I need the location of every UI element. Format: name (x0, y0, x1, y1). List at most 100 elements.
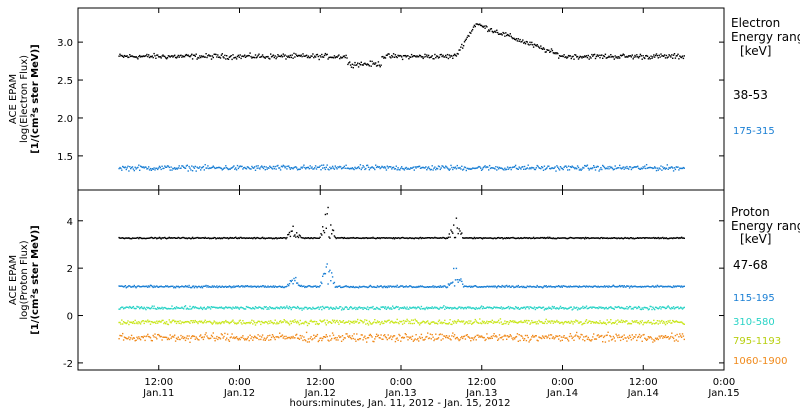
electron-point-175-315 (135, 168, 137, 170)
electron-point-175-315 (672, 167, 674, 169)
proton-point-310-580 (183, 308, 185, 310)
proton-point-795-1193 (240, 321, 242, 324)
electron-point-38-53 (578, 56, 581, 59)
proton-point-795-1193 (372, 322, 374, 324)
electron-point-175-315 (331, 165, 334, 168)
proton-point-115-195 (139, 285, 141, 288)
proton-point-47-68 (331, 233, 333, 235)
proton-point-47-68 (233, 237, 235, 239)
electron-point-38-53 (274, 55, 276, 57)
proton-point-310-580 (174, 308, 177, 310)
proton-point-1060-1900 (226, 337, 228, 339)
electron-point-38-53 (657, 57, 659, 59)
electron-point-38-53 (149, 55, 152, 58)
proton-point-795-1193 (238, 320, 240, 322)
electron-point-38-53 (479, 23, 481, 25)
electron-point-38-53 (270, 56, 273, 58)
proton-point-310-580 (667, 305, 669, 307)
proton-point-115-195 (318, 286, 320, 288)
proton-point-310-580 (266, 308, 268, 310)
proton-point-1060-1900 (475, 339, 477, 341)
proton-point-47-68 (646, 237, 649, 239)
xtick-label-day: Jan.15 (707, 388, 739, 399)
proton-point-310-580 (473, 307, 476, 310)
proton-point-47-68 (399, 237, 401, 240)
proton-point-47-68 (493, 237, 495, 239)
proton-point-1060-1900 (392, 335, 395, 337)
proton-point-795-1193 (522, 321, 524, 324)
proton-point-115-195 (526, 285, 528, 287)
electron-point-175-315 (514, 164, 517, 167)
proton-point-1060-1900 (548, 334, 550, 336)
proton-point-1060-1900 (506, 338, 508, 340)
electron-point-175-315 (509, 166, 511, 169)
proton-point-1060-1900 (388, 337, 390, 340)
proton-point-795-1193 (403, 322, 406, 324)
proton-point-795-1193 (197, 322, 199, 325)
proton-point-795-1193 (627, 323, 629, 325)
proton-point-47-68 (322, 230, 325, 232)
proton-point-795-1193 (441, 322, 443, 325)
proton-point-795-1193 (370, 323, 372, 325)
proton-point-795-1193 (227, 321, 230, 324)
proton-point-795-1193 (323, 319, 326, 321)
proton-point-1060-1900 (261, 334, 264, 336)
proton-point-1060-1900 (256, 337, 258, 339)
proton-point-115-195 (523, 286, 526, 289)
proton-point-115-195 (374, 286, 376, 288)
electron-point-175-315 (396, 169, 398, 171)
proton-point-795-1193 (281, 321, 284, 323)
proton-point-310-580 (258, 306, 260, 308)
electron-point-38-53 (174, 56, 177, 59)
electron-point-38-53 (439, 54, 441, 56)
electron-point-175-315 (451, 166, 453, 169)
electron-point-38-53 (384, 56, 386, 58)
proton-point-310-580 (588, 307, 590, 309)
proton-point-47-68 (282, 237, 284, 239)
proton-point-1060-1900 (150, 339, 153, 342)
proton-point-115-195 (473, 285, 476, 287)
proton-point-1060-1900 (197, 338, 199, 341)
proton-point-1060-1900 (431, 334, 433, 336)
proton-point-1060-1900 (349, 335, 351, 337)
electron-point-38-53 (522, 39, 524, 41)
electron-point-175-315 (419, 167, 422, 169)
proton-point-310-580 (228, 306, 231, 309)
proton-point-47-68 (601, 236, 603, 239)
proton-point-1060-1900 (671, 332, 673, 334)
proton-point-795-1193 (654, 322, 657, 324)
electron-point-175-315 (670, 166, 672, 169)
proton-point-115-195 (478, 286, 480, 288)
proton-point-47-68 (533, 237, 536, 240)
proton-point-795-1193 (427, 322, 430, 324)
proton-point-115-195 (453, 285, 456, 287)
proton-point-1060-1900 (317, 340, 319, 343)
electron-point-38-53 (544, 51, 546, 53)
proton-point-47-68 (445, 237, 448, 239)
electron-point-38-53 (229, 55, 231, 58)
proton-point-310-580 (641, 307, 643, 309)
proton-point-1060-1900 (604, 341, 607, 343)
proton-point-1060-1900 (312, 338, 314, 340)
proton-point-795-1193 (369, 322, 371, 324)
proton-point-47-68 (180, 237, 182, 239)
proton-point-795-1193 (584, 322, 586, 324)
electron-point-38-53 (584, 55, 586, 57)
electron-point-175-315 (432, 169, 434, 171)
proton-point-310-580 (628, 305, 631, 308)
electron-point-38-53 (246, 55, 249, 57)
proton-point-115-195 (449, 283, 451, 285)
proton-point-47-68 (359, 237, 362, 239)
proton-point-1060-1900 (485, 338, 487, 341)
proton-point-310-580 (661, 306, 663, 308)
proton-point-310-580 (683, 306, 685, 309)
proton-point-115-195 (591, 285, 593, 288)
proton-point-115-195 (563, 285, 565, 287)
proton-point-47-68 (407, 237, 409, 240)
proton-point-1060-1900 (659, 337, 661, 339)
proton-point-1060-1900 (532, 334, 534, 337)
electron-point-175-315 (216, 166, 218, 169)
proton-point-310-580 (624, 307, 626, 309)
proton-point-47-68 (536, 237, 538, 239)
electron-point-175-315 (652, 167, 654, 170)
